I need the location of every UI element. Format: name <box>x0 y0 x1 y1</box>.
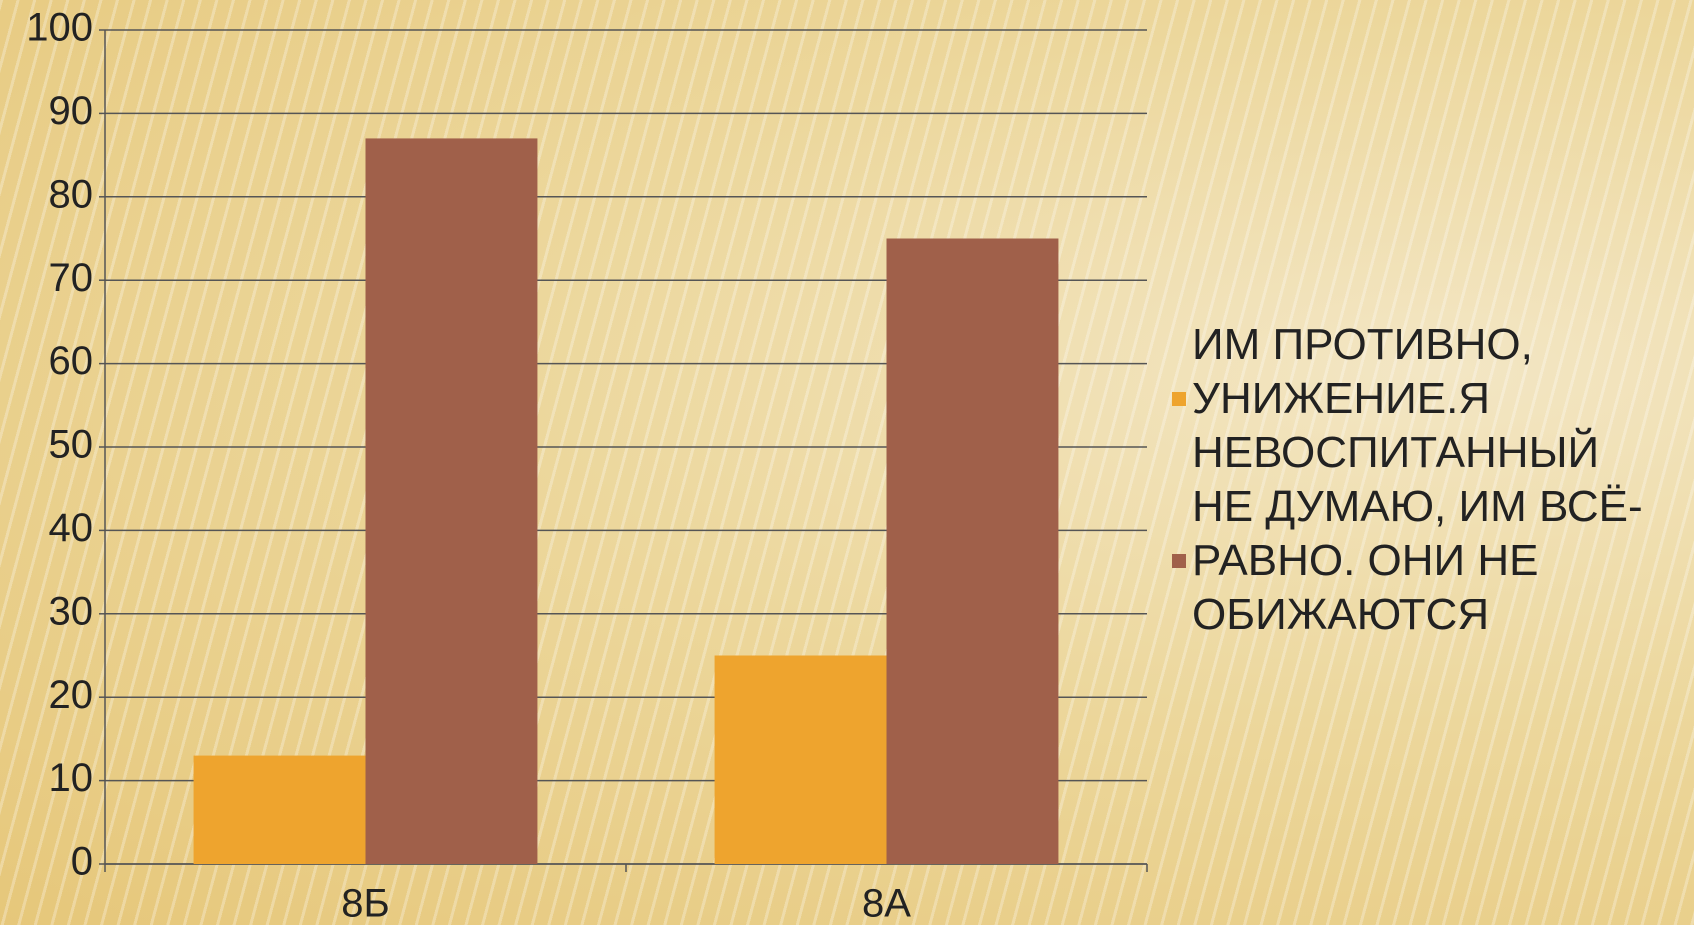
legend-swatch <box>1172 554 1186 568</box>
y-tick-label: 90 <box>49 89 94 133</box>
legend-item: ИМ ПРОТИВНО, УНИЖЕНИЕ.Я НЕВОСПИТАННЫЙ <box>1172 318 1672 480</box>
y-tick-label: 40 <box>49 506 94 550</box>
y-tick-label: 80 <box>49 172 94 216</box>
y-tick-label: 50 <box>49 423 94 467</box>
y-tick-label: 100 <box>26 6 93 50</box>
x-tick-label: 8А <box>862 882 911 925</box>
y-tick-label: 60 <box>49 339 94 383</box>
legend-item: НЕ ДУМАЮ, ИМ ВСЁ-РАВНО. ОНИ НЕ ОБИЖАЮТСЯ <box>1172 480 1672 642</box>
bar <box>193 755 366 864</box>
y-tick-label: 10 <box>49 756 94 800</box>
bar <box>714 655 887 864</box>
y-tick-label: 70 <box>49 256 94 300</box>
bar <box>365 138 538 865</box>
legend-label: ИМ ПРОТИВНО, УНИЖЕНИЕ.Я НЕВОСПИТАННЫЙ <box>1192 320 1600 477</box>
legend: ИМ ПРОТИВНО, УНИЖЕНИЕ.Я НЕВОСПИТАННЫЙ НЕ … <box>1172 318 1672 642</box>
x-tick-label: 8Б <box>341 882 390 925</box>
y-tick-label: 0 <box>71 840 93 884</box>
legend-label: НЕ ДУМАЮ, ИМ ВСЁ-РАВНО. ОНИ НЕ ОБИЖАЮТСЯ <box>1192 482 1643 639</box>
bar <box>886 238 1059 864</box>
y-tick-label: 30 <box>49 589 94 633</box>
legend-swatch <box>1172 392 1186 406</box>
y-tick-label: 20 <box>49 673 94 717</box>
